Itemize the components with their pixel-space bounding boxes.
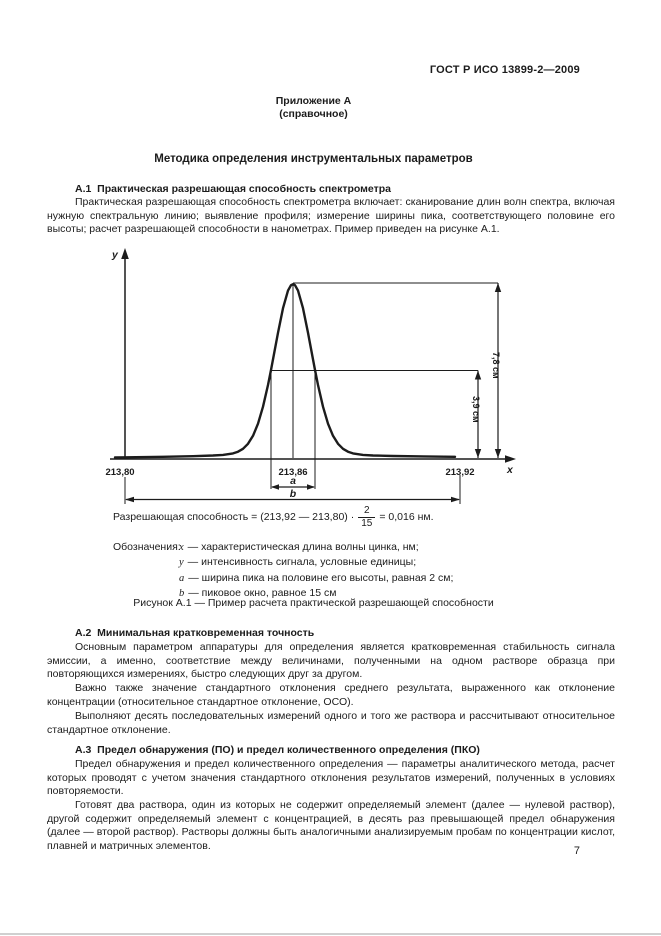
- section-a1-paragraph: Практическая разрешающая способность спе…: [47, 196, 615, 236]
- section-a1-heading: А.1 Практическая разрешающая способность…: [75, 183, 392, 195]
- dimension-a: a: [271, 475, 315, 490]
- construction-lines: [124, 282, 498, 504]
- legend-row-b: b — пиковое окно, равное 15 см: [113, 586, 453, 601]
- x-axis: x: [110, 455, 516, 476]
- section-a2-paragraph-3: Выполняют десять последовательных измере…: [47, 710, 615, 736]
- dimension-full-height: 7,8 см: [491, 283, 502, 458]
- dimension-a-label: a: [290, 475, 296, 487]
- page-bottom-edge: [0, 933, 661, 935]
- y-axis: y: [111, 248, 129, 459]
- legend-text-a: — ширина пика на половине его высоты, ра…: [188, 571, 454, 584]
- legend-symbol-x: x: [179, 542, 184, 553]
- section-a3-paragraph-2: Готовят два раствора, один из которых не…: [47, 799, 615, 852]
- formula-fraction: 2 15: [358, 505, 376, 530]
- section-a3-heading: А.3 Предел обнаружения (ПО) и предел кол…: [75, 744, 480, 756]
- annex-title: Приложение А: [275, 95, 352, 107]
- legend-row-x: Обозначения:x — характеристическая длина …: [113, 540, 453, 555]
- x-axis-label: x: [506, 464, 514, 476]
- legend-symbol-b: b: [179, 588, 185, 600]
- y-axis-arrow-icon: [121, 248, 129, 259]
- figure-caption: Рисунок А.1 — Пример расчета практическо…: [133, 597, 494, 609]
- section-a2-paragraph-2: Важно также значение стандартного отклон…: [47, 682, 615, 708]
- x-tick-213-92: 213,92: [445, 467, 474, 478]
- y-axis-label: y: [111, 249, 119, 261]
- x-axis-arrow-icon: [505, 455, 516, 463]
- legend-text-b: — пиковое окно, равное 15 см: [188, 587, 337, 600]
- dimension-b: b: [125, 488, 460, 503]
- page-title: Методика определения инструментальных па…: [154, 153, 473, 165]
- section-a2-heading: А.2 Минимальная кратковременная точность: [75, 627, 315, 639]
- legend-symbol-y: y: [179, 557, 184, 569]
- resolution-formula: Разрешающая способность = (213,92 — 213,…: [113, 505, 434, 529]
- fraction-numerator: 2: [363, 505, 370, 516]
- page-number: 7: [573, 845, 580, 857]
- legend-symbol-a: a: [179, 572, 185, 584]
- dimension-half-height-label: 3,9 см: [471, 396, 481, 423]
- legend-row-y: y — интенсивность сигнала, условные едини…: [113, 555, 453, 570]
- legend-label: Обозначения:: [113, 541, 181, 553]
- dimension-half-height: 3,9 см: [471, 370, 482, 458]
- annex-heading: Приложение А (справочное): [47, 95, 580, 121]
- dimension-full-height-label: 7,8 см: [491, 352, 501, 379]
- figure-a1: y x 7,8 см: [105, 248, 516, 504]
- fraction-denominator: 15: [358, 516, 376, 530]
- x-tick-213-86: 213,86: [278, 467, 307, 478]
- legend-row-a: a — ширина пика на половине его высоты, р…: [113, 571, 453, 586]
- figure-legend: Обозначения:x — характеристическая длина …: [113, 540, 453, 602]
- legend-text-y: — интенсивность сигнала, условные единиц…: [187, 556, 417, 569]
- annex-subtitle: (справочное): [279, 108, 348, 120]
- section-a3-paragraph-1: Предел обнаружения и предел количественн…: [47, 758, 615, 798]
- legend-text-x: — характеристическая длина волны цинка, …: [187, 541, 419, 553]
- dimension-b-label: b: [290, 488, 297, 500]
- document-header: ГОСТ Р ИСО 13899-2—2009: [429, 64, 580, 76]
- formula-prefix: Разрешающая способность = (213,92 — 213,…: [113, 511, 355, 523]
- section-a2-paragraph-1: Основным параметром аппаратуры для опред…: [47, 641, 615, 681]
- formula-suffix: = 0,016 нм.: [379, 511, 434, 523]
- x-tick-213-80: 213,80: [105, 467, 134, 478]
